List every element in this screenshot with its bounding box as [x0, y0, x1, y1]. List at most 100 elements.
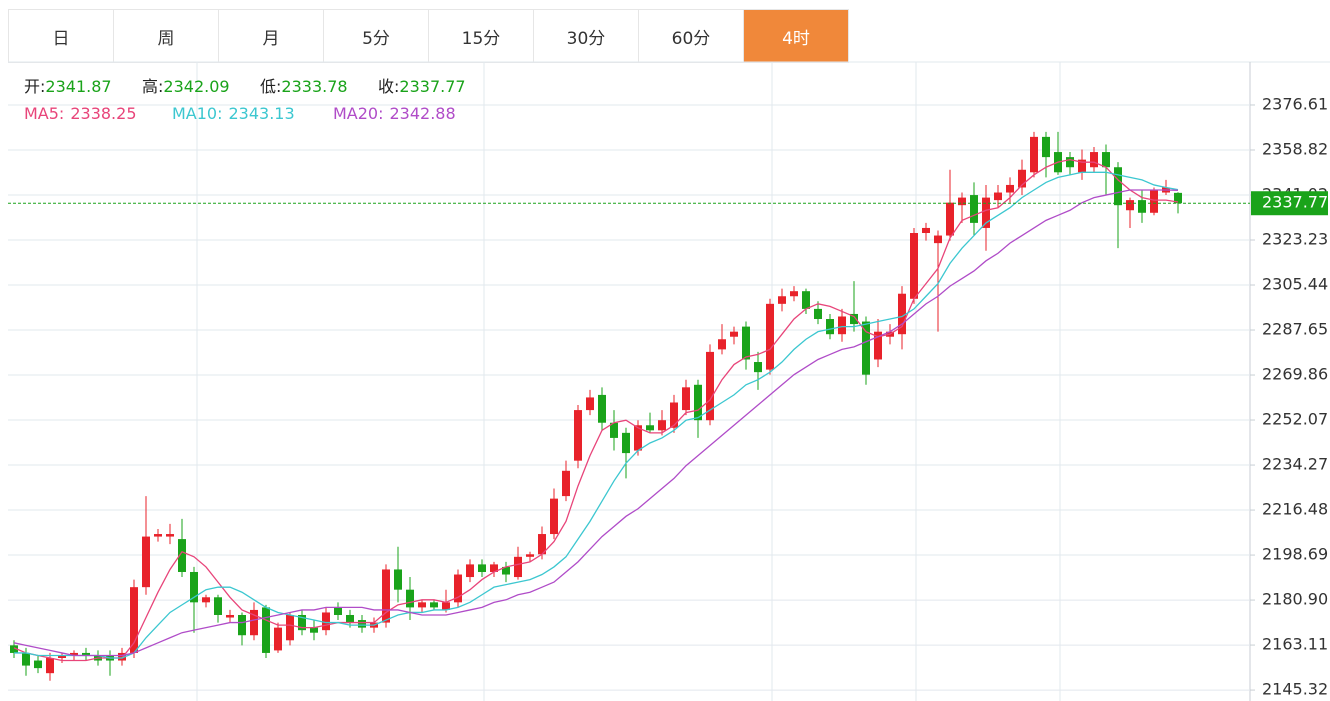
candle-body	[1150, 190, 1158, 213]
candle-body	[202, 597, 210, 603]
ohlc-label: 高:	[142, 77, 163, 96]
candle-body	[862, 321, 870, 375]
candle-body	[1042, 136, 1050, 158]
ohlc-label: 收:	[378, 77, 399, 96]
candle-body	[790, 291, 798, 297]
candle-body	[718, 339, 726, 350]
candle-body	[802, 291, 810, 309]
candle-body	[778, 296, 786, 304]
candle-body	[1030, 136, 1038, 173]
candle-body	[1138, 200, 1146, 213]
y-tick-label: 2269.86	[1262, 365, 1328, 384]
candle-body	[946, 202, 954, 236]
ohlc-value: 2342.09	[163, 77, 229, 96]
y-tick-label: 2145.32	[1262, 680, 1328, 699]
time-dividers	[196, 62, 1061, 701]
candle-body	[118, 652, 126, 661]
ohlc-label: 开:	[24, 77, 45, 96]
candle-body	[814, 308, 822, 320]
candle-body	[310, 627, 318, 633]
candle-body	[982, 197, 990, 228]
ma-value: 2343.13	[229, 104, 295, 123]
ma-name: MA10:	[172, 104, 223, 123]
y-tick-label: 2358.82	[1262, 139, 1328, 158]
candle-body	[1078, 159, 1086, 173]
candle-body	[850, 313, 858, 325]
current-price-label: 2337.77	[1262, 193, 1328, 212]
candle-body	[658, 420, 666, 431]
y-tick-label: 2216.48	[1262, 500, 1328, 519]
candle-body	[838, 316, 846, 335]
candle-body	[622, 432, 630, 454]
candle-body	[262, 607, 270, 653]
candle-body	[22, 652, 30, 666]
candle-body	[286, 614, 294, 641]
candle-body	[358, 620, 366, 628]
candle-body	[82, 652, 90, 656]
ohlc-value: 2333.78	[281, 77, 347, 96]
y-tick-label: 2305.44	[1262, 275, 1328, 294]
candle-body	[1102, 152, 1110, 168]
candle-body	[490, 564, 498, 572]
candle-body	[526, 554, 534, 557]
candle-body	[742, 326, 750, 360]
candle-body	[346, 614, 354, 623]
candle-body	[34, 660, 42, 669]
candle-body	[70, 652, 78, 656]
candle-body	[46, 657, 54, 674]
candle-body	[178, 539, 186, 572]
candle-body	[502, 566, 510, 575]
candle-body	[10, 645, 18, 653]
candle-body	[214, 597, 222, 615]
candle-body	[958, 197, 966, 206]
candle-body	[706, 351, 714, 421]
ma-value: 2338.25	[70, 104, 136, 123]
candle-body	[322, 612, 330, 631]
candle-body	[142, 536, 150, 588]
candle-body	[1090, 152, 1098, 168]
candle-body	[634, 425, 642, 451]
candle-body	[898, 293, 906, 335]
candle-body	[994, 192, 1002, 201]
y-tick-label: 2323.23	[1262, 230, 1328, 249]
candle-body	[754, 362, 762, 373]
ma-legend: MA10: 2343.13	[172, 104, 295, 123]
candle-body	[766, 303, 774, 370]
candle-body	[922, 227, 930, 234]
y-tick-label: 2252.07	[1262, 410, 1328, 429]
y-tick-label: 2234.27	[1262, 455, 1328, 474]
candle-body	[478, 564, 486, 572]
candle-body	[574, 410, 582, 461]
y-tick-label: 2198.69	[1262, 545, 1328, 564]
candle-body	[682, 387, 690, 411]
candle-body	[598, 394, 606, 423]
candle-body	[646, 425, 654, 431]
ohlc-info: 开:2341.87	[24, 77, 112, 96]
candle-body	[130, 587, 138, 653]
candle-body	[166, 534, 174, 537]
candle-body	[1006, 184, 1014, 193]
candle-body	[610, 422, 618, 438]
ohlc-info: 低:2333.78	[260, 77, 348, 96]
ohlc-info: 高:2342.09	[142, 77, 230, 96]
candle-body	[382, 569, 390, 623]
candle-body	[730, 331, 738, 337]
ohlc-value: 2337.77	[399, 77, 465, 96]
ma-line	[13, 189, 1179, 657]
candle-body	[274, 627, 282, 651]
candle-body	[670, 402, 678, 428]
timeframe-tab[interactable]: 4时	[743, 9, 849, 63]
ma-name: MA5:	[24, 104, 64, 123]
ma-value: 2342.88	[390, 104, 456, 123]
candle-body	[586, 397, 594, 411]
candle-body	[466, 564, 474, 578]
ma-name: MA20:	[333, 104, 384, 123]
y-tick-label: 2287.65	[1262, 320, 1328, 339]
candle-body	[562, 470, 570, 497]
ohlc-info: 收:2337.77	[378, 77, 466, 96]
candle-body	[826, 319, 834, 335]
candle-body	[226, 614, 234, 618]
candle-body	[694, 384, 702, 421]
candle-body	[418, 602, 426, 608]
